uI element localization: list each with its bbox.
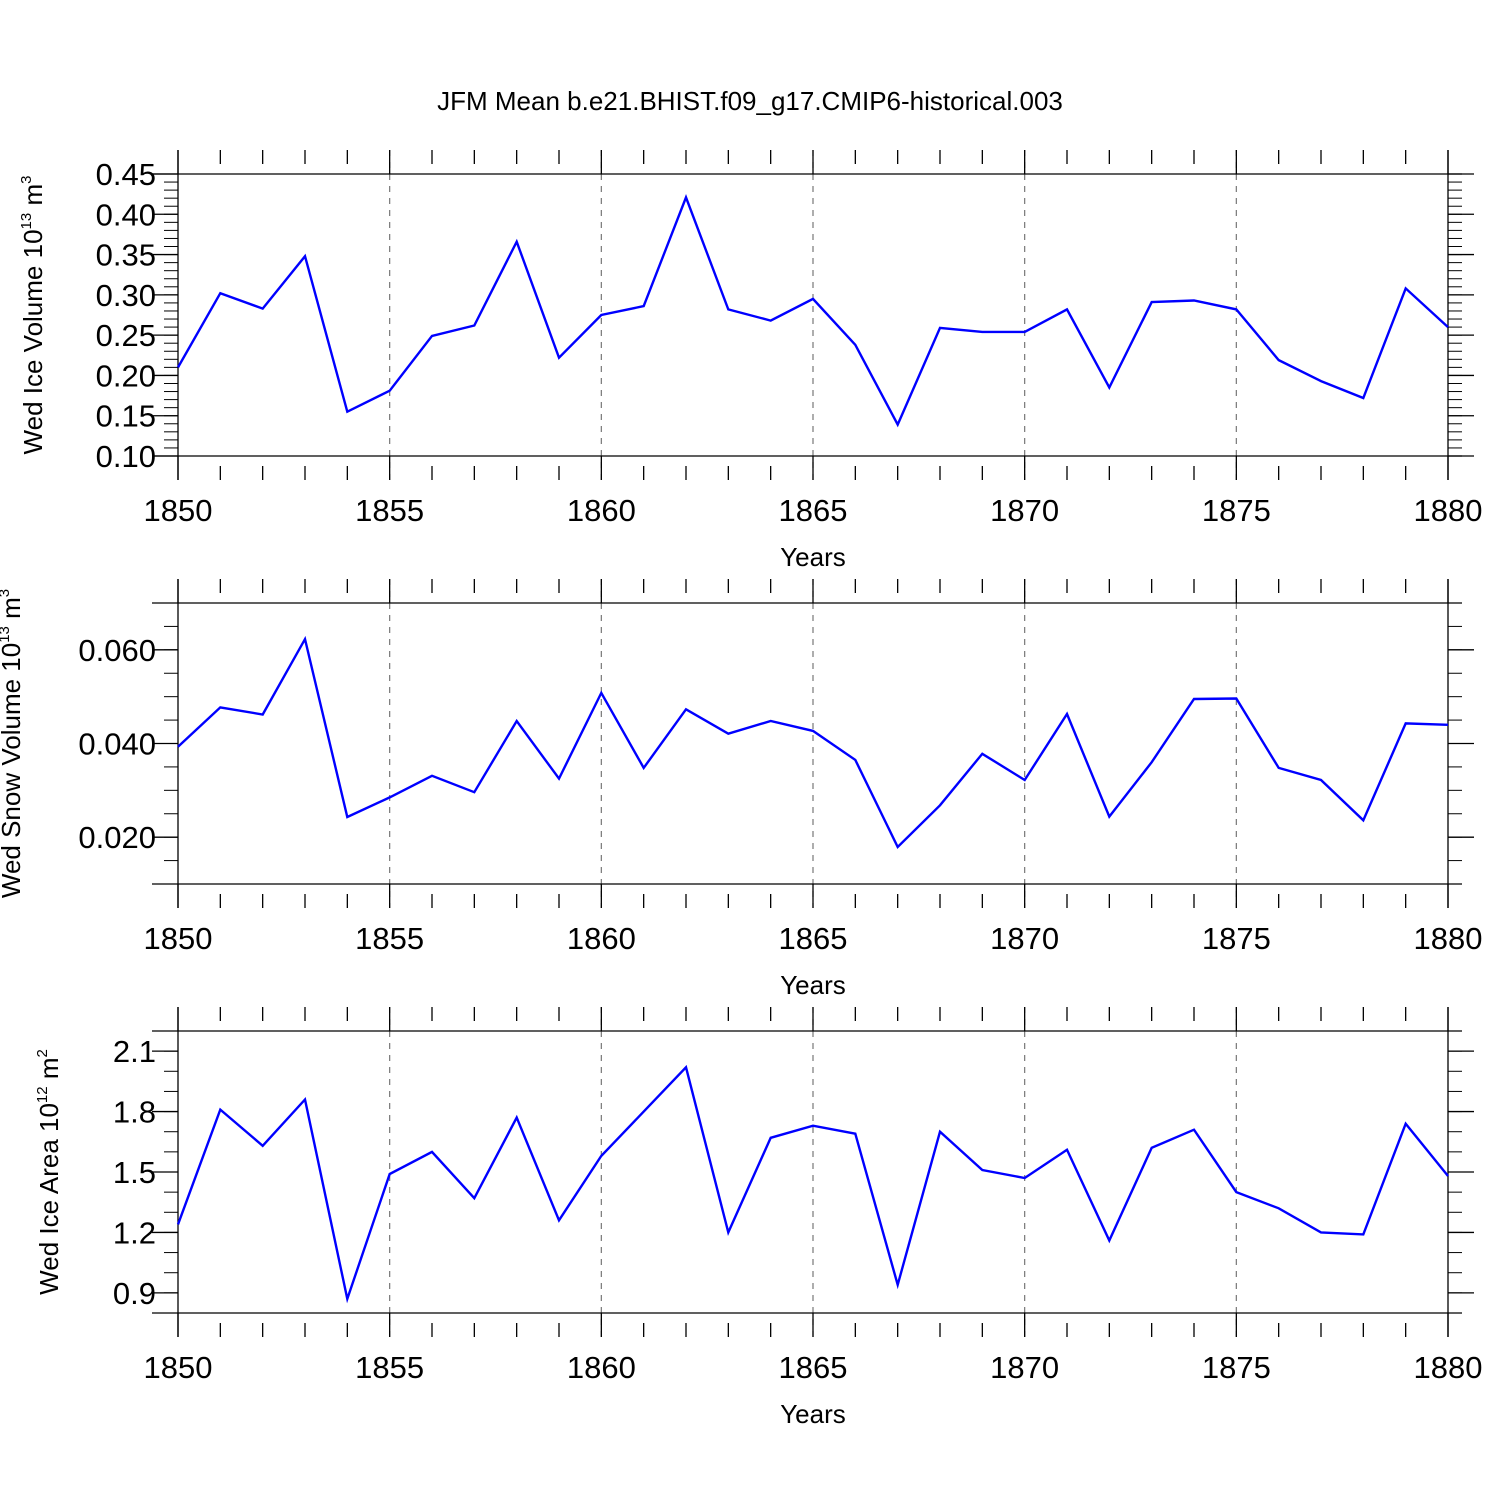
x-axis-label: Years <box>780 542 846 572</box>
x-tick-label: 1850 <box>144 1350 213 1385</box>
y-tick-label: 0.10 <box>96 439 156 474</box>
y-tick-label: 0.060 <box>78 633 156 668</box>
y-tick-label: 0.30 <box>96 278 156 313</box>
x-tick-label: 1875 <box>1202 1350 1271 1385</box>
y-tick-label: 0.9 <box>113 1276 156 1311</box>
y-tick-label: 0.040 <box>78 727 156 762</box>
x-tick-label: 1870 <box>990 1350 1059 1385</box>
x-tick-label: 1875 <box>1202 921 1271 956</box>
y-tick-label: 0.25 <box>96 318 156 353</box>
x-tick-label: 1850 <box>144 921 213 956</box>
x-tick-label: 1855 <box>355 921 424 956</box>
x-tick-label: 1855 <box>355 493 424 528</box>
x-tick-label: 1865 <box>779 493 848 528</box>
panel-3: 0.9 1.2 1.5 1.8 2.1 1850 1855 1860 1865 1870 1875 1… <box>34 1007 1482 1429</box>
y-tick-label: 2.1 <box>113 1034 156 1069</box>
y-tick-label: 0.15 <box>96 399 156 434</box>
y-axis-label: Wed Snow Volume 1013 m3 <box>0 589 26 898</box>
x-tick-label: 1870 <box>990 921 1059 956</box>
x-axis-label: Years <box>780 1399 846 1429</box>
x-tick-label: 1860 <box>567 493 636 528</box>
series-line <box>176 1064 1449 1304</box>
y-axis-label: Wed Ice Area 1012 m2 <box>34 1049 64 1295</box>
x-tick-label: 1870 <box>990 493 1059 528</box>
y-tick-label: 0.20 <box>96 358 156 393</box>
y-tick-label: 0.35 <box>96 238 156 273</box>
chart-title: JFM Mean b.e21.BHIST.f09_g17.CMIP6-histo… <box>437 86 1063 116</box>
x-tick-label: 1860 <box>567 1350 636 1385</box>
x-tick-label: 1850 <box>144 493 213 528</box>
series-line <box>177 635 1449 850</box>
x-tick-label: 1860 <box>567 921 636 956</box>
panel-1: 0.10 0.15 0.20 0.25 0.30 0.35 0.40 0.45 1850 1855… <box>18 150 1482 572</box>
y-tick-label: 0.45 <box>96 157 156 192</box>
y-axis-label: Wed Ice Volume 1013 m3 <box>18 176 48 455</box>
y-tick-label: 0.020 <box>78 820 156 855</box>
x-tick-label: 1855 <box>355 1350 424 1385</box>
x-tick-label: 1880 <box>1414 493 1483 528</box>
x-axis-label: Years <box>780 970 846 1000</box>
x-tick-label: 1875 <box>1202 493 1271 528</box>
panels: 0.10 0.15 0.20 0.25 0.30 0.35 0.40 0.45 1850 1855… <box>0 150 1482 1429</box>
y-tick-label: 1.8 <box>113 1095 156 1130</box>
y-tick-label: 1.2 <box>113 1215 156 1250</box>
y-tick-label: 1.5 <box>113 1155 156 1190</box>
panel-2: 0.020 0.040 0.060 1850 1855 1860 1865 1870 1875 1… <box>0 579 1482 1000</box>
series-line <box>176 194 1449 428</box>
y-tick-label: 0.40 <box>96 197 156 232</box>
x-tick-label: 1880 <box>1414 1350 1483 1385</box>
x-tick-label: 1880 <box>1414 921 1483 956</box>
x-tick-label: 1865 <box>779 921 848 956</box>
x-tick-label: 1865 <box>779 1350 848 1385</box>
